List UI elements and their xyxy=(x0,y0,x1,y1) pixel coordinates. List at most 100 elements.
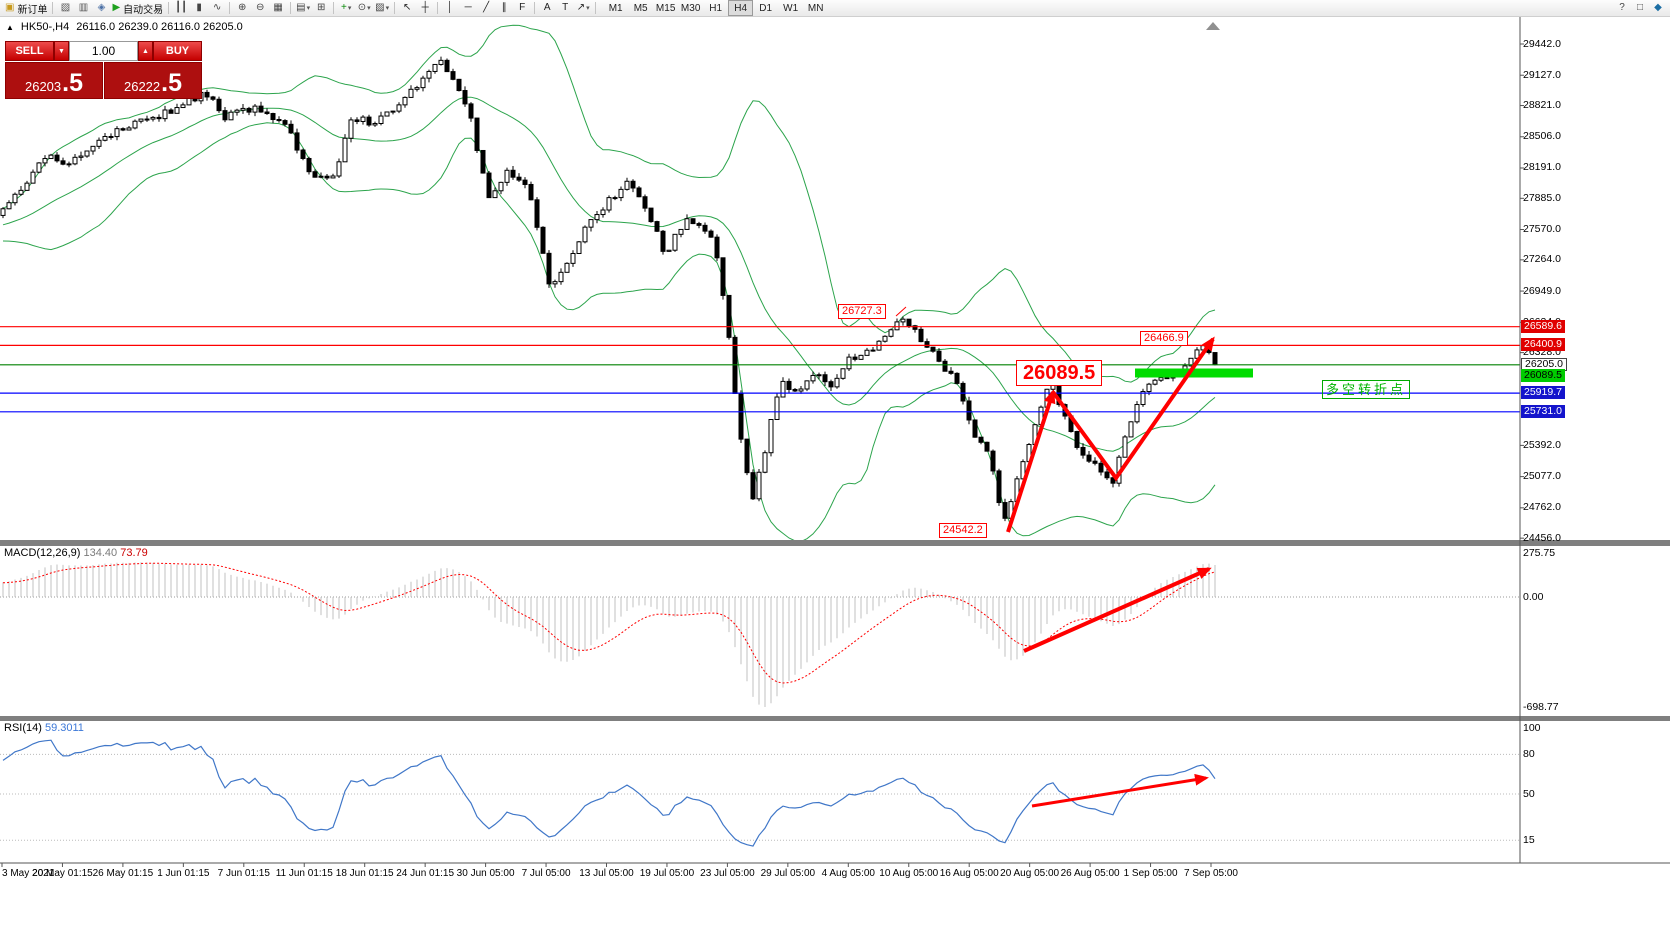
candlestick-chart-icon: ▮ xyxy=(196,2,202,13)
timeframe-w1-button[interactable]: W1 xyxy=(778,0,803,16)
new-order-button[interactable]: ▣ 新订单 xyxy=(3,0,49,16)
buy-price-main: 26222 xyxy=(123,79,161,94)
metaeditor-button[interactable]: ◈ xyxy=(92,0,110,16)
text-button[interactable]: A xyxy=(538,0,556,16)
symbol-info: ▲ HK50-,H4 26116.0 26239.0 26116.0 26205… xyxy=(6,21,243,33)
timeframe-m15-button[interactable]: M15 xyxy=(653,0,678,16)
rsi-indicator-label: RSI(14) 59.3011 xyxy=(4,722,84,734)
cursor-button[interactable]: ↖ xyxy=(398,0,416,16)
trade-row-top: SELL ▼ ▲ BUY xyxy=(5,41,202,61)
arrows-tool-button[interactable]: ↗ ▾ xyxy=(574,0,592,16)
community-icon: ◆ xyxy=(1654,2,1662,13)
cursor-icon: ↖ xyxy=(402,2,412,13)
volume-increase-button[interactable]: ▲ xyxy=(138,41,153,61)
community-button[interactable]: ◆ xyxy=(1649,0,1667,16)
tile-windows-icon: ⊞ xyxy=(316,2,326,13)
timeframe-toolbar: M1 M5 M15 M30 H1 H4 D1 W1 MN xyxy=(603,0,828,16)
help-button[interactable]: ? xyxy=(1613,0,1631,16)
zoom-out-icon: ⊖ xyxy=(255,2,265,13)
trend-arrows[interactable] xyxy=(1006,336,1215,808)
autotrading-label: 自动交易 xyxy=(123,4,164,16)
text-label-icon: T xyxy=(562,2,569,13)
volume-decrease-button[interactable]: ▼ xyxy=(54,41,69,61)
toolbar-separator xyxy=(290,2,292,14)
channel-icon: ∥ xyxy=(501,2,507,13)
toolbar-separator xyxy=(168,2,170,14)
note-26466[interactable]: 26466.9 xyxy=(1140,331,1188,346)
toolbar-separator xyxy=(229,2,231,14)
horizontal-line-icon: ─ xyxy=(464,2,472,13)
vertical-line-button[interactable]: │ xyxy=(441,0,459,16)
timeframe-m5-button[interactable]: M5 xyxy=(628,0,653,16)
bar-chart-icon: ┃┃ xyxy=(175,2,188,13)
buy-price[interactable]: 26222.5 xyxy=(104,62,202,99)
text-label-button[interactable]: T xyxy=(556,0,574,16)
new-order-icon: ▣ xyxy=(5,2,15,13)
horizontal-line-button[interactable]: ─ xyxy=(459,0,477,16)
volume-input[interactable] xyxy=(69,41,138,61)
buy-button[interactable]: BUY xyxy=(153,41,202,61)
text-icon: A xyxy=(543,2,551,13)
symbol-title: HK50-,H4 xyxy=(20,21,70,33)
templates-button[interactable]: ▨ ▾ xyxy=(373,0,391,16)
toolbar-separator xyxy=(534,2,536,14)
profiles-icon: ▥ xyxy=(78,2,89,13)
one-click-toggle-icon[interactable]: ▲ xyxy=(6,22,14,32)
zoom-in-button[interactable]: ⊕ xyxy=(233,0,251,16)
charts-icon: ▧ xyxy=(60,2,71,13)
indicators-button[interactable]: + ▾ xyxy=(337,0,355,16)
chart-shift-marker[interactable] xyxy=(1206,22,1220,30)
callout-leader-line xyxy=(895,306,907,317)
charts-button[interactable]: ▧ xyxy=(56,0,74,16)
dropdown-caret-icon: ▾ xyxy=(367,5,371,12)
trade-row-prices: 26203.5 26222.5 xyxy=(5,62,202,99)
grid-button[interactable]: ▦ xyxy=(269,0,287,16)
layout-button[interactable]: □ xyxy=(1631,0,1649,16)
autotrading-icon: ▶ xyxy=(112,2,121,13)
profiles-button[interactable]: ▥ xyxy=(74,0,92,16)
toolbar-separator xyxy=(394,2,396,14)
toolbar-separator xyxy=(333,2,335,14)
periods-button[interactable]: ⊙ ▾ xyxy=(355,0,373,16)
dropdown-caret-icon: ▾ xyxy=(347,5,352,12)
panel-separator[interactable] xyxy=(0,716,1670,721)
note-turning-point[interactable]: 多空转折点 xyxy=(1322,380,1411,399)
autotrading-button[interactable]: ▶ 自动交易 xyxy=(110,0,165,16)
new-order-label: 新订单 xyxy=(17,4,48,16)
timeframe-h4-button[interactable]: H4 xyxy=(728,0,754,16)
sell-button[interactable]: SELL xyxy=(5,41,54,61)
help-icon: ? xyxy=(1619,2,1625,13)
timeframe-m1-button[interactable]: M1 xyxy=(603,0,628,16)
note-26089[interactable]: 26089.5 xyxy=(1016,360,1103,386)
rsi-line xyxy=(2,739,1216,847)
horizontal-level-lines[interactable] xyxy=(0,326,1520,413)
fibonacci-button[interactable]: F xyxy=(513,0,531,16)
channel-button[interactable]: ∥ xyxy=(495,0,513,16)
timeframe-m30-button[interactable]: M30 xyxy=(678,0,703,16)
toolbar-separator xyxy=(437,2,439,14)
timeframe-h1-button[interactable]: H1 xyxy=(703,0,728,16)
trendline-button[interactable]: ╱ xyxy=(477,0,495,16)
dropdown-caret-icon: ▾ xyxy=(306,5,311,12)
line-chart-button[interactable]: ∿ xyxy=(208,0,226,16)
bollinger-bands xyxy=(2,24,1216,540)
crosshair-button[interactable]: ┼ xyxy=(416,0,434,16)
grid-icon: ▦ xyxy=(273,2,283,13)
toolbar-separator xyxy=(595,2,597,14)
new-chart-button[interactable]: ▤ ▾ xyxy=(294,0,312,16)
timeframe-mn-button[interactable]: MN xyxy=(803,0,828,16)
candles xyxy=(0,56,1218,522)
zoom-out-button[interactable]: ⊖ xyxy=(251,0,269,16)
sell-price[interactable]: 26203.5 xyxy=(5,62,103,99)
bar-chart-button[interactable]: ┃┃ xyxy=(172,0,190,16)
indicators-icon: + xyxy=(340,2,347,13)
timeframe-d1-button[interactable]: D1 xyxy=(753,0,778,16)
note-26727[interactable]: 26727.3 xyxy=(838,304,886,319)
note-24542[interactable]: 24542.2 xyxy=(939,523,987,538)
tile-windows-button[interactable]: ⊞ xyxy=(312,0,330,16)
rsi-panel xyxy=(0,739,1520,847)
sell-price-big: .5 xyxy=(62,69,83,97)
candlestick-chart-button[interactable]: ▮ xyxy=(190,0,208,16)
panel-separator[interactable] xyxy=(0,540,1670,546)
